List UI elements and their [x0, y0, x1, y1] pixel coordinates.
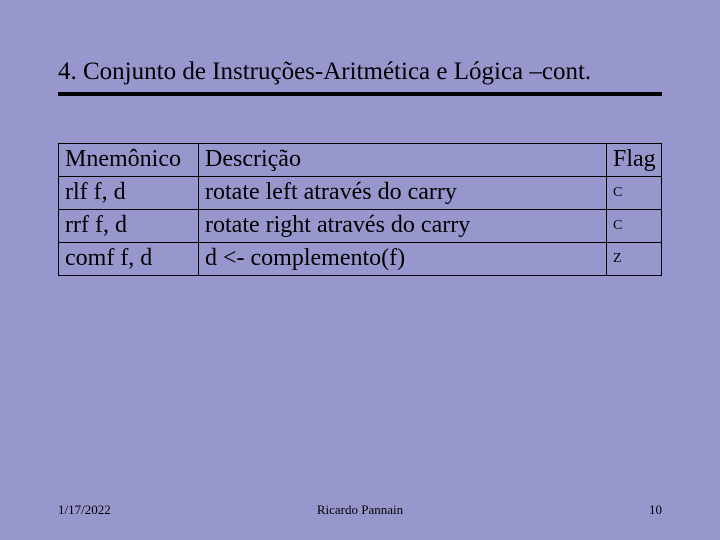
cell-flag: C	[607, 177, 662, 210]
header-flag: Flag	[607, 144, 662, 177]
cell-flag: Z	[607, 243, 662, 276]
cell-description: rotate right através do carry	[199, 210, 607, 243]
cell-mnemonic: rrf f, d	[59, 210, 199, 243]
footer-page-number: 10	[649, 502, 662, 518]
cell-description: d <- complemento(f)	[199, 243, 607, 276]
header-mnemonic: Mnemônico	[59, 144, 199, 177]
title-underline	[58, 92, 662, 96]
slide: 4. Conjunto de Instruções-Aritmética e L…	[0, 0, 720, 540]
footer-date: 1/17/2022	[58, 502, 111, 518]
slide-title: 4. Conjunto de Instruções-Aritmética e L…	[58, 58, 662, 86]
table-row: comf f, d d <- complemento(f) Z	[59, 243, 662, 276]
table-row: rlf f, d rotate left através do carry C	[59, 177, 662, 210]
cell-mnemonic: comf f, d	[59, 243, 199, 276]
footer-author: Ricardo Pannain	[317, 502, 403, 518]
cell-mnemonic: rlf f, d	[59, 177, 199, 210]
table-header-row: Mnemônico Descrição Flag	[59, 144, 662, 177]
cell-description: rotate left através do carry	[199, 177, 607, 210]
instruction-table: Mnemônico Descrição Flag rlf f, d rotate…	[58, 143, 662, 276]
table-row: rrf f, d rotate right através do carry C	[59, 210, 662, 243]
cell-flag: C	[607, 210, 662, 243]
header-description: Descrição	[199, 144, 607, 177]
footer: 1/17/2022 Ricardo Pannain 10	[0, 502, 720, 518]
